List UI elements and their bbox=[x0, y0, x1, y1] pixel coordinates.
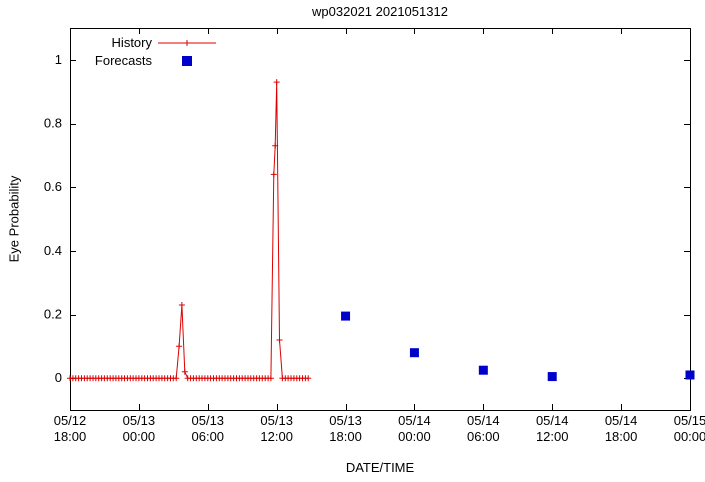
legend-sample-square-icon bbox=[182, 56, 192, 66]
x-tick-label-time: 00:00 bbox=[123, 429, 156, 444]
x-tick-label-time: 18:00 bbox=[54, 429, 87, 444]
y-tick-label: 1 bbox=[55, 52, 62, 67]
x-tick-label-time: 00:00 bbox=[398, 429, 431, 444]
x-tick-label-time: 18:00 bbox=[605, 429, 638, 444]
y-tick-label: 0.4 bbox=[44, 243, 62, 258]
x-tick-label-time: 06:00 bbox=[467, 429, 500, 444]
x-tick-label-date: 05/13 bbox=[329, 413, 362, 428]
y-tick-label: 0.2 bbox=[44, 307, 62, 322]
x-tick-label-date: 05/13 bbox=[260, 413, 293, 428]
forecast-point bbox=[685, 370, 695, 380]
legend-label-forecasts: Forecasts bbox=[95, 53, 153, 68]
x-tick-label-date: 05/14 bbox=[605, 413, 638, 428]
forecast-point bbox=[341, 311, 351, 321]
x-tick-label-time: 18:00 bbox=[329, 429, 362, 444]
forecast-point bbox=[547, 372, 557, 382]
y-tick-label: 0 bbox=[55, 370, 62, 385]
x-tick-label-date: 05/13 bbox=[123, 413, 156, 428]
y-tick-label: 0.6 bbox=[44, 179, 62, 194]
forecast-point bbox=[478, 365, 488, 375]
x-tick-label-date: 05/15 bbox=[674, 413, 705, 428]
x-tick-label-date: 05/14 bbox=[398, 413, 431, 428]
legend-sample-line-plus-icon bbox=[158, 40, 216, 46]
x-tick-label-date: 05/14 bbox=[467, 413, 500, 428]
x-tick-label-time: 00:00 bbox=[674, 429, 705, 444]
x-axis-label: DATE/TIME bbox=[345, 460, 415, 475]
x-tick-label-time: 12:00 bbox=[536, 429, 569, 444]
x-tick-label-date: 05/13 bbox=[192, 413, 225, 428]
plot-border bbox=[70, 28, 691, 411]
legend-label-history: History bbox=[112, 35, 153, 50]
x-tick-label-date: 05/14 bbox=[536, 413, 569, 428]
x-tick-label-time: 12:00 bbox=[260, 429, 293, 444]
chart-title: wp032021 2021051312 bbox=[312, 4, 448, 19]
history-plus-markers bbox=[67, 79, 312, 382]
x-tick-label-time: 06:00 bbox=[192, 429, 225, 444]
y-tick-label: 0.8 bbox=[44, 116, 62, 131]
x-tick-label-date: 05/12 bbox=[54, 413, 87, 428]
history-line bbox=[70, 82, 309, 379]
forecast-point bbox=[409, 348, 419, 358]
